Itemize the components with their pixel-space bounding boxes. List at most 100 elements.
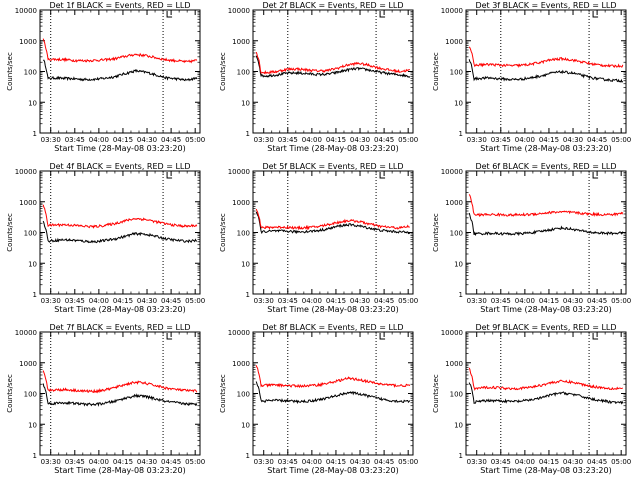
events-series-line	[255, 211, 411, 235]
y-tick-label: 10000	[441, 329, 463, 337]
x-tick-label: 04:00	[302, 136, 322, 144]
x-tick-label: 05:00	[611, 458, 631, 466]
y-axis-label: Counts/sec	[6, 52, 14, 91]
plot-frame	[465, 9, 627, 134]
x-tick-label: 03:30	[41, 136, 61, 144]
lld-series-line	[255, 365, 411, 389]
y-tick-label: 10	[454, 99, 463, 107]
events-series-line	[468, 59, 624, 83]
x-tick-label: 05:00	[398, 297, 418, 305]
y-tick-label: 10000	[228, 7, 250, 15]
x-tick-label: 05:00	[611, 136, 631, 144]
x-tick-label: 03:45	[65, 136, 85, 144]
plot-frame	[39, 9, 201, 134]
y-tick-label: 100	[24, 391, 37, 399]
x-tick-label: 04:15	[113, 297, 133, 305]
lld-series-line	[468, 46, 624, 68]
x-tick-label: 03:30	[467, 458, 487, 466]
y-tick-label: 10	[28, 260, 37, 268]
x-tick-label: 03:45	[491, 136, 511, 144]
x-tick-label: 04:00	[89, 136, 109, 144]
y-tick-label: 100	[237, 230, 250, 238]
x-axis-label: Start Time (28-May-08 03:23:20)	[267, 144, 398, 153]
x-tick-label: 04:00	[515, 297, 535, 305]
x-tick-label: 04:00	[302, 458, 322, 466]
chart-title: Det 2f BLACK = Events, RED = LLD	[262, 1, 403, 10]
x-tick-label: 04:45	[374, 458, 394, 466]
events-series-line	[255, 381, 411, 405]
x-tick-label: 04:30	[563, 297, 583, 305]
x-tick-label: 04:15	[113, 136, 133, 144]
y-tick-label: 100	[450, 391, 463, 399]
x-tick-label: 03:45	[278, 458, 298, 466]
y-tick-label: 10000	[441, 168, 463, 176]
x-tick-label: 03:30	[254, 458, 274, 466]
marker-bracket	[379, 172, 386, 179]
y-tick-label: 10	[28, 99, 37, 107]
y-axis-label: Counts/sec	[219, 374, 227, 413]
y-tick-label: 10000	[15, 7, 37, 15]
x-tick-label: 03:45	[65, 297, 85, 305]
x-tick-label: 04:30	[137, 297, 157, 305]
chart-title: Det 4f BLACK = Events, RED = LLD	[49, 162, 190, 171]
y-tick-label: 1	[33, 452, 37, 460]
y-tick-label: 100	[450, 230, 463, 238]
x-tick-label: 04:15	[326, 297, 346, 305]
chart-title: Det 6f BLACK = Events, RED = LLD	[475, 162, 616, 171]
x-tick-label: 04:45	[587, 136, 607, 144]
chart-title: Det 5f BLACK = Events, RED = LLD	[262, 162, 403, 171]
x-tick-label: 04:15	[539, 136, 559, 144]
y-axis-label: Counts/sec	[432, 374, 440, 413]
y-tick-label: 10000	[15, 329, 37, 337]
x-tick-label: 04:00	[89, 297, 109, 305]
plot-frame	[39, 331, 201, 456]
events-series-line	[468, 382, 624, 405]
events-series-line	[255, 55, 411, 79]
chart-panel-3: Det 3f BLACK = Events, RED = LLD Start Ti…	[432, 1, 631, 153]
x-tick-label: 03:30	[41, 297, 61, 305]
x-tick-label: 03:30	[41, 458, 61, 466]
x-tick-label: 03:45	[65, 458, 85, 466]
lld-series-line	[42, 38, 198, 64]
y-tick-label: 1000	[232, 199, 250, 207]
x-tick-label: 04:45	[161, 136, 181, 144]
x-tick-label: 04:00	[515, 136, 535, 144]
lld-series-line	[468, 194, 624, 218]
x-tick-label: 03:45	[278, 136, 298, 144]
y-tick-label: 1000	[19, 360, 37, 368]
y-tick-label: 1000	[445, 199, 463, 207]
y-tick-label: 1	[33, 130, 37, 138]
chart-panel-5: Det 5f BLACK = Events, RED = LLD Start Ti…	[219, 162, 418, 314]
y-tick-label: 10	[241, 260, 250, 268]
y-tick-label: 10	[241, 421, 250, 429]
x-tick-label: 05:00	[611, 297, 631, 305]
y-tick-label: 10000	[441, 7, 463, 15]
chart-panel-1: Det 1f BLACK = Events, RED = LLD Start Ti…	[6, 1, 205, 153]
y-tick-label: 10	[454, 421, 463, 429]
x-tick-label: 05:00	[185, 297, 205, 305]
chart-panel-9: Det 9f BLACK = Events, RED = LLD Start Ti…	[432, 323, 631, 475]
lld-series-line	[468, 367, 623, 391]
x-tick-label: 04:00	[302, 297, 322, 305]
chart-title: Det 8f BLACK = Events, RED = LLD	[262, 323, 403, 332]
plot-frame	[252, 170, 414, 295]
marker-bracket	[166, 333, 173, 340]
chart-panel-6: Det 6f BLACK = Events, RED = LLD Start Ti…	[432, 162, 631, 314]
y-tick-label: 1000	[19, 38, 37, 46]
chart-panel-4: Det 4f BLACK = Events, RED = LLD Start Ti…	[6, 162, 205, 314]
x-tick-label: 03:30	[254, 136, 274, 144]
lld-series-line	[42, 370, 198, 394]
chart-panel-2: Det 2f BLACK = Events, RED = LLD Start Ti…	[219, 1, 418, 153]
y-tick-label: 100	[24, 69, 37, 77]
events-series-line	[42, 383, 198, 407]
chart-title: Det 9f BLACK = Events, RED = LLD	[475, 323, 616, 332]
chart-panel-8: Det 8f BLACK = Events, RED = LLD Start Ti…	[219, 323, 418, 475]
y-axis-label: Counts/sec	[219, 52, 227, 91]
y-tick-label: 1000	[232, 360, 250, 368]
x-tick-label: 04:30	[563, 136, 583, 144]
x-axis-label: Start Time (28-May-08 03:23:20)	[480, 305, 611, 314]
x-tick-label: 04:45	[587, 297, 607, 305]
y-tick-label: 1000	[445, 360, 463, 368]
x-tick-label: 04:15	[326, 136, 346, 144]
